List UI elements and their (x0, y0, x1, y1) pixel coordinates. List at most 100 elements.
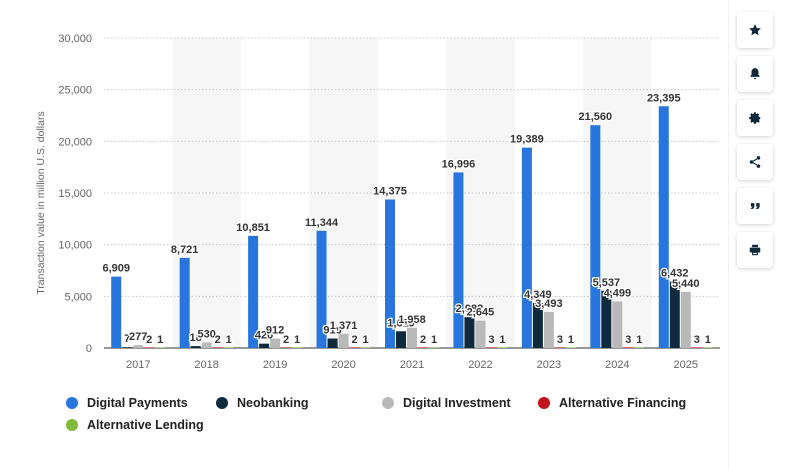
data-label: 2,645 (467, 307, 495, 319)
bar-digital-investment (543, 311, 554, 348)
bar-alternative-lending (634, 347, 645, 348)
data-label: 1 (431, 334, 437, 346)
data-label: 916 (323, 325, 341, 337)
x-tick-label: 2020 (331, 359, 355, 371)
data-label: 18 (190, 332, 202, 344)
legend-label: Neobanking (237, 396, 309, 410)
bar-neobanking (669, 281, 680, 348)
data-label: 5,440 (672, 278, 700, 290)
bar-digital-investment (270, 338, 281, 348)
bar-alternative-financing (418, 347, 428, 348)
bar-digital-investment (680, 291, 691, 348)
y-tick-label: 15,000 (58, 188, 92, 200)
data-label: 1 (705, 334, 711, 346)
legend-label: Digital Payments (87, 396, 188, 410)
bar-neobanking (259, 343, 270, 348)
print-icon (749, 244, 761, 256)
quote-icon (750, 203, 760, 209)
bar-neobanking (190, 346, 201, 348)
bar-alternative-financing (212, 347, 223, 348)
notification-button[interactable] (737, 56, 773, 92)
bar-neobanking (327, 338, 338, 348)
bar-digital-payments (658, 106, 669, 348)
print-button[interactable] (737, 232, 773, 268)
data-label: 4,499 (604, 288, 632, 300)
bar-digital-payments (521, 147, 532, 348)
bar-digital-investment (612, 301, 623, 348)
legend-marker (66, 419, 78, 431)
bar-alternative-financing (486, 347, 497, 348)
data-label: 912 (266, 325, 284, 337)
favorite-button[interactable] (737, 12, 773, 48)
bar-neobanking (122, 347, 133, 348)
bar-alternative-lending (292, 347, 303, 348)
data-label: 10,851 (236, 222, 270, 234)
bar-neobanking (532, 303, 543, 348)
legend-marker (216, 397, 228, 409)
bar-alternative-financing (144, 347, 155, 348)
x-tick-label: 2017 (126, 359, 150, 371)
data-label: 4,349 (524, 289, 552, 301)
legend-item[interactable]: Alternative Financing (538, 396, 686, 410)
legend-marker (538, 397, 550, 409)
data-label: 1 (226, 334, 232, 346)
data-label: 6,909 (102, 263, 130, 275)
x-tick-label: 2021 (400, 359, 424, 371)
data-label: 420 (255, 330, 273, 342)
data-label: 3 (694, 334, 700, 346)
x-tick-label: 2019 (263, 359, 287, 371)
bar-alternative-financing (623, 347, 634, 348)
data-label: 3,493 (535, 298, 563, 310)
legend-item[interactable]: Neobanking (216, 396, 309, 410)
bar-digital-investment (407, 327, 417, 348)
data-label: 2 (420, 334, 426, 346)
y-tick-label: 25,000 (58, 85, 92, 97)
data-label: 1,958 (398, 314, 426, 326)
legend-label: Alternative Lending (87, 418, 204, 432)
y-tick-label: 0 (86, 343, 92, 355)
divider (728, 0, 729, 469)
legend-marker (382, 397, 394, 409)
bar-alternative-financing (281, 347, 292, 348)
bar-alternative-lending (497, 347, 508, 348)
bar-alternative-financing (554, 347, 565, 348)
data-label: 2 (215, 334, 221, 346)
y-tick-label: 20,000 (58, 136, 92, 148)
y-tick-label: 5,000 (64, 291, 92, 303)
data-label: 1,371 (330, 320, 358, 332)
bar-digital-payments (179, 257, 190, 348)
bar-digital-payments (590, 125, 601, 348)
bar-digital-payments (111, 276, 122, 348)
x-tick-label: 2025 (674, 359, 698, 371)
legend-item[interactable]: Digital Investment (382, 396, 511, 410)
bar-alternative-lending (565, 347, 576, 348)
data-label: 2 (351, 334, 357, 346)
share-button[interactable] (737, 144, 773, 180)
bar-digital-payments (453, 172, 464, 348)
bar-digital-payments (316, 230, 327, 348)
data-label: 23,395 (647, 92, 681, 104)
legend-marker (66, 397, 78, 409)
bar-alternative-lending (702, 347, 713, 348)
bar-digital-payments (248, 235, 259, 348)
bar-neobanking (601, 290, 612, 348)
bar-alternative-lending (155, 347, 166, 348)
legend-item[interactable]: Alternative Lending (66, 418, 204, 432)
gear-icon (749, 112, 761, 124)
bar-digital-investment (475, 320, 486, 348)
bar-alternative-lending (223, 347, 234, 348)
data-label: 3 (625, 334, 631, 346)
data-label: 2 (283, 334, 289, 346)
x-tick-label: 2023 (537, 359, 561, 371)
data-label: 1,619 (387, 317, 415, 329)
star-icon (749, 24, 761, 36)
legend-label: Alternative Financing (559, 396, 687, 410)
bar-neobanking (464, 317, 475, 348)
cite-button[interactable] (737, 188, 773, 224)
settings-button[interactable] (737, 100, 773, 136)
legend-item[interactable]: Digital Payments (66, 396, 188, 410)
data-label: 1 (568, 334, 574, 346)
data-label: 14,375 (373, 185, 407, 197)
data-label: 2 (146, 334, 152, 346)
data-label: 530 (197, 329, 215, 341)
